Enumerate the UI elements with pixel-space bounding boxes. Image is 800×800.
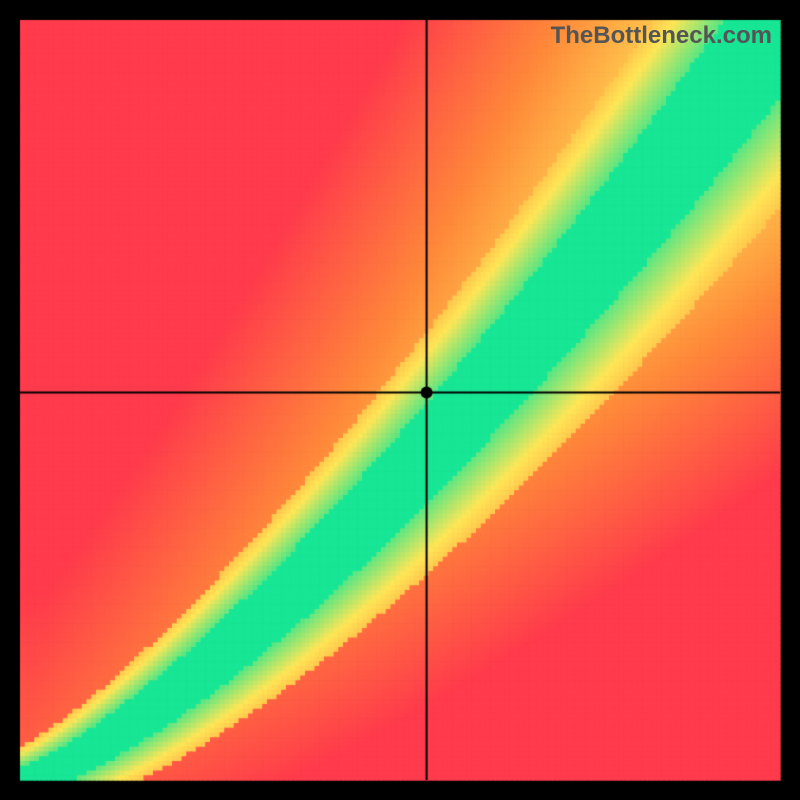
chart-container: TheBottleneck.com — [0, 0, 800, 800]
bottleneck-heatmap — [0, 0, 800, 800]
watermark-text: TheBottleneck.com — [551, 22, 772, 50]
